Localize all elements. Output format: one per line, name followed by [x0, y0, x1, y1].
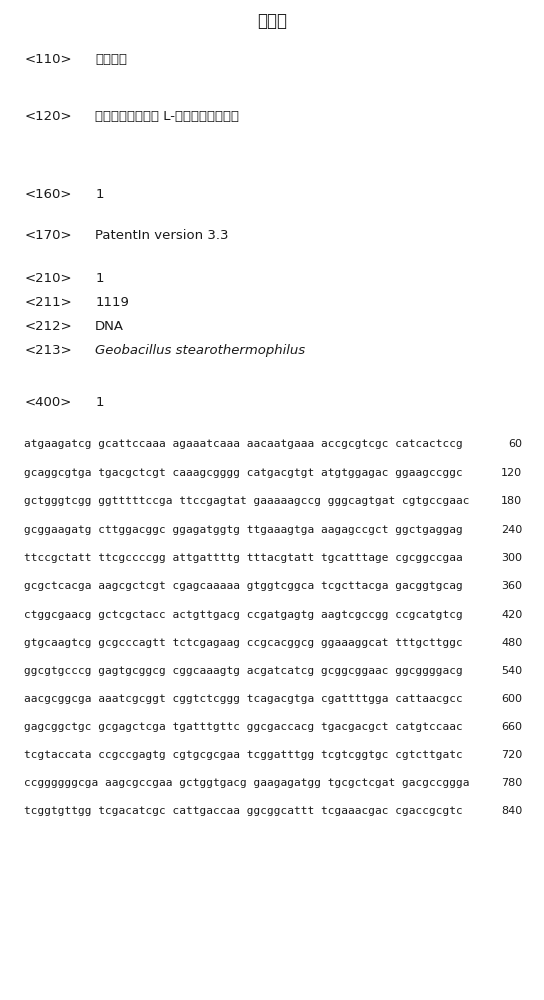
Text: 1: 1 [95, 272, 104, 285]
Text: PatentIn version 3.3: PatentIn version 3.3 [95, 229, 228, 242]
Text: <212>: <212> [24, 320, 72, 333]
Text: tcggtgttgg tcgacatcgc cattgaccaa ggcggcattt tcgaaacgac cgaccgcgtc: tcggtgttgg tcgacatcgc cattgaccaa ggcggca… [24, 806, 463, 816]
Text: ctggcgaacg gctcgctacc actgttgacg ccgatgagtg aagtcgccgg ccgcatgtcg: ctggcgaacg gctcgctacc actgttgacg ccgatga… [24, 610, 463, 620]
Text: aacgcggcga aaatcgcggt cggtctcggg tcagacgtga cgattttgga cattaacgcc: aacgcggcga aaatcgcggt cggtctcggg tcagacg… [24, 694, 463, 704]
Text: gcaggcgtga tgacgctcgt caaagcgggg catgacgtgt atgtggagac ggaagccggc: gcaggcgtga tgacgctcgt caaagcgggg catgacg… [24, 468, 463, 478]
Text: gtgcaagtcg gcgcccagtt tctcgagaag ccgcacggcg ggaaaggcat tttgcttggc: gtgcaagtcg gcgcccagtt tctcgagaag ccgcacg… [24, 638, 463, 648]
Text: atgaagatcg gcattccaaa agaaatcaaa aacaatgaaa accgcgtcgc catcactccg: atgaagatcg gcattccaaa agaaatcaaa aacaatg… [24, 439, 463, 449]
Text: <110>: <110> [24, 53, 72, 66]
Text: gctgggtcgg ggtttttccga ttccgagtat gaaaaagccg gggcagtgat cgtgccgaac: gctgggtcgg ggtttttccga ttccgagtat gaaaaa… [24, 496, 470, 506]
Text: 540: 540 [501, 666, 522, 676]
Text: DNA: DNA [95, 320, 124, 333]
Text: 480: 480 [501, 638, 522, 648]
Text: <120>: <120> [24, 110, 72, 123]
Text: 120: 120 [501, 468, 522, 478]
Text: 420: 420 [501, 610, 522, 620]
Text: gcggaagatg cttggacggc ggagatggtg ttgaaagtga aagagccgct ggctgaggag: gcggaagatg cttggacggc ggagatggtg ttgaaag… [24, 525, 463, 535]
Text: ggcgtgcccg gagtgcggcg cggcaaagtg acgatcatcg gcggcggaac ggcggggacg: ggcgtgcccg gagtgcggcg cggcaaagtg acgatca… [24, 666, 463, 676]
Text: tcgtaccata ccgccgagtg cgtgcgcgaa tcggatttgg tcgtcggtgc cgtcttgatc: tcgtaccata ccgccgagtg cgtgcgcgaa tcggatt… [24, 750, 463, 760]
Text: 600: 600 [501, 694, 522, 704]
Text: 一种高效发酵生产 L-丙氨酸的大肠杆菌: 一种高效发酵生产 L-丙氨酸的大肠杆菌 [95, 110, 239, 123]
Text: 300: 300 [501, 553, 522, 563]
Text: gcgctcacga aagcgctcgt cgagcaaaaa gtggtcggca tcgcttacga gacggtgcag: gcgctcacga aagcgctcgt cgagcaaaaa gtggtcg… [24, 581, 463, 591]
Text: 序列表: 序列表 [257, 12, 287, 30]
Text: Geobacillus stearothermophilus: Geobacillus stearothermophilus [95, 344, 305, 357]
Text: <210>: <210> [24, 272, 72, 285]
Text: 780: 780 [501, 778, 522, 788]
Text: 1: 1 [95, 188, 104, 201]
Text: 840: 840 [501, 806, 522, 816]
Text: <160>: <160> [24, 188, 72, 201]
Text: 60: 60 [508, 439, 522, 449]
Text: gagcggctgc gcgagctcga tgatttgttc ggcgaccacg tgacgacgct catgtccaac: gagcggctgc gcgagctcga tgatttgttc ggcgacc… [24, 722, 463, 732]
Text: <400>: <400> [24, 396, 72, 409]
Text: ttccgctatt ttcgccccgg attgattttg tttacgtatt tgcatttage cgcggccgaa: ttccgctatt ttcgccccgg attgattttg tttacgt… [24, 553, 463, 563]
Text: 720: 720 [501, 750, 522, 760]
Text: 660: 660 [501, 722, 522, 732]
Text: <170>: <170> [24, 229, 72, 242]
Text: ccggggggcga aagcgccgaa gctggtgacg gaagagatgg tgcgctcgat gacgccggga: ccggggggcga aagcgccgaa gctggtgacg gaagag… [24, 778, 470, 788]
Text: <211>: <211> [24, 296, 72, 309]
Text: 1: 1 [95, 396, 104, 409]
Text: 江南大学: 江南大学 [95, 53, 127, 66]
Text: <213>: <213> [24, 344, 72, 357]
Text: 240: 240 [501, 525, 522, 535]
Text: 1119: 1119 [95, 296, 129, 309]
Text: 180: 180 [501, 496, 522, 506]
Text: 360: 360 [501, 581, 522, 591]
